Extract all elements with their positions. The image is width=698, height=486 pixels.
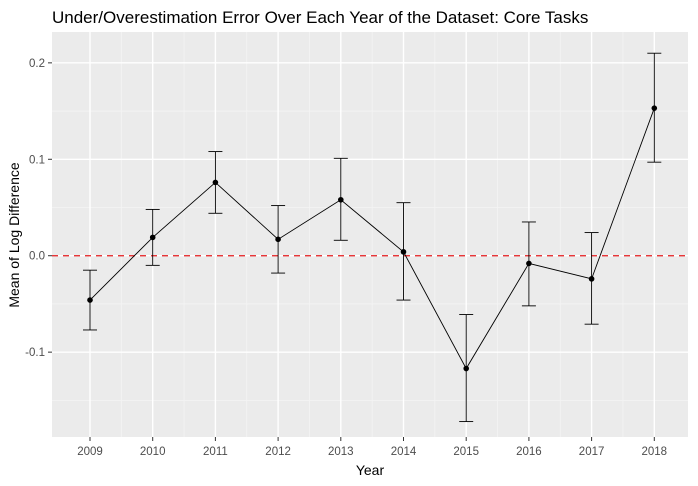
y-axis: -0.1 0.0 0.1 0.2 (25, 58, 52, 359)
x-tick-label: 2016 (516, 446, 542, 458)
data-point (526, 260, 532, 267)
chart-title: Under/Overestimation Error Over Each Yea… (52, 8, 588, 27)
x-tick-label: 2015 (453, 446, 479, 458)
y-tick-label: 0.2 (29, 58, 45, 70)
x-tick-label: 2012 (265, 446, 291, 458)
data-point (275, 236, 281, 243)
x-tick-label: 2014 (391, 446, 417, 458)
x-tick-label: 2011 (203, 446, 228, 458)
data-point (588, 276, 595, 282)
plot-panel (52, 32, 688, 437)
x-tick-label: 2009 (77, 446, 103, 458)
data-point (149, 234, 156, 241)
x-axis: 2009 2010 2011 2012 2013 2014 2015 2016 2017 2018 (77, 437, 667, 458)
data-points (87, 105, 658, 372)
data-point (87, 297, 93, 303)
x-tick-label: 2018 (642, 446, 668, 458)
data-point (400, 249, 407, 255)
series-line (89, 108, 655, 370)
y-axis-label: Mean of Log Difference (6, 162, 22, 307)
x-axis-label: Year (356, 462, 385, 478)
y-tick-label: -0.1 (25, 347, 45, 359)
x-tick-label: 2017 (579, 446, 605, 458)
y-tick-label: 0.0 (29, 251, 45, 263)
grid-minor (52, 32, 688, 437)
x-tick-label: 2010 (140, 446, 166, 458)
data-point (651, 105, 658, 111)
y-tick-label: 0.1 (29, 154, 45, 166)
data-point (463, 365, 470, 372)
x-tick-label: 2013 (328, 446, 354, 458)
data-point (212, 179, 219, 186)
data-point (338, 196, 344, 203)
